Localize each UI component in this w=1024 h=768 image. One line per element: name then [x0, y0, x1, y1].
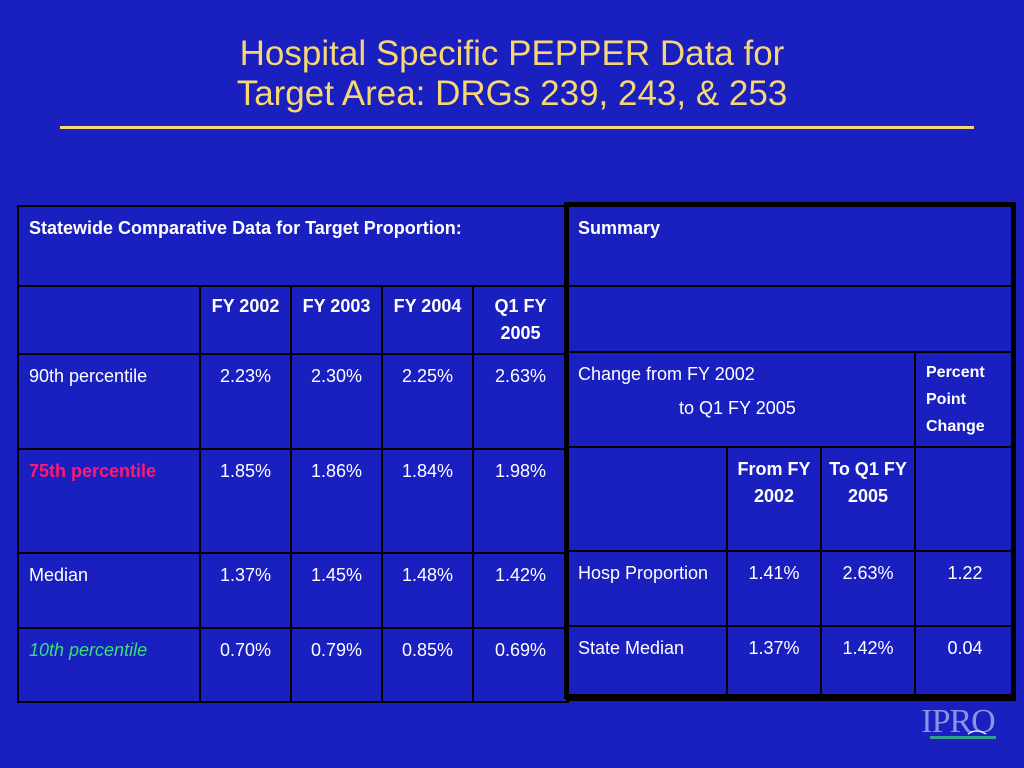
table-cell: 0.69%	[471, 627, 570, 703]
empty-summary-cell	[913, 446, 1017, 552]
row-label-median: Median	[17, 552, 201, 629]
table-row: Hosp Proportion 1.41% 2.63% 1.22	[566, 550, 1017, 627]
empty-summary-cell	[566, 446, 728, 552]
table-cell: 0.04	[913, 625, 1017, 701]
table-cell: 2.25%	[381, 353, 474, 450]
table-cell: 2.30%	[290, 353, 383, 450]
table-cell: 2.23%	[199, 353, 292, 450]
table-cell: 1.41%	[726, 550, 822, 627]
table-row: 75th percentile 1.85% 1.86% 1.84% 1.98%	[17, 448, 570, 554]
slide-title: Hospital Specific PEPPER Data for Target…	[0, 34, 1024, 114]
logo-swoosh	[967, 730, 987, 735]
change-label-cell: Change from FY 2002 to Q1 FY 2005	[566, 351, 916, 448]
table-row: 90th percentile 2.23% 2.30% 2.25% 2.63%	[17, 353, 570, 450]
row-label-90th: 90th percentile	[17, 353, 201, 450]
from-fy-2002-header: From FY 2002	[726, 446, 822, 552]
table-cell: 1.37%	[726, 625, 822, 701]
table-cell: 2.63%	[471, 353, 570, 450]
title-line-1: Hospital Specific PEPPER Data for	[239, 34, 785, 73]
statewide-data-table: Statewide Comparative Data for Target Pr…	[16, 205, 570, 703]
logo-underline	[930, 736, 996, 739]
table-cell: 1.22	[913, 550, 1017, 627]
change-label-line-1: Change from FY 2002	[578, 364, 755, 384]
summary-table: Summary Change from FY 2002 to Q1 FY 200…	[565, 205, 1017, 701]
percent-point-change-header: Percent Point Change	[913, 351, 1017, 448]
title-line-2: Target Area: DRGs 239, 243, & 253	[236, 74, 788, 113]
table-cell: 2.63%	[820, 550, 916, 627]
table-row: Median 1.37% 1.45% 1.48% 1.42%	[17, 552, 570, 629]
table-cell: 1.37%	[199, 552, 292, 629]
empty-summary-cell	[565, 285, 1017, 353]
table-cell: 1.84%	[381, 448, 474, 554]
ipro-logo: IPRO	[921, 704, 996, 740]
table-cell: 1.98%	[471, 448, 570, 554]
row-label-75th: 75th percentile	[17, 448, 201, 554]
table-cell: 0.79%	[290, 627, 383, 703]
table-cell: 1.42%	[820, 625, 916, 701]
table-cell: 1.48%	[381, 552, 474, 629]
table-cell: 1.42%	[471, 552, 570, 629]
column-header: FY 2003	[290, 285, 383, 355]
change-label-line-2: to Q1 FY 2005	[679, 398, 796, 418]
row-label-hosp-proportion: Hosp Proportion	[566, 550, 728, 627]
title-underline	[60, 126, 974, 129]
table-cell: 1.85%	[199, 448, 292, 554]
row-label-10th: 10th percentile	[17, 627, 201, 703]
summary-heading: Summary	[565, 205, 1017, 287]
table-cell: 1.45%	[290, 552, 383, 629]
table-cell: 0.85%	[381, 627, 474, 703]
row-label-state-median: State Median	[566, 625, 728, 701]
logo-text: IPRO	[921, 704, 995, 740]
column-header: FY 2002	[199, 285, 292, 355]
empty-header-cell	[17, 285, 201, 355]
table-cell: 0.70%	[199, 627, 292, 703]
to-q1-fy-2005-header: To Q1 FY 2005	[820, 446, 916, 552]
table-row: 10th percentile 0.70% 0.79% 0.85% 0.69%	[17, 627, 570, 703]
column-header: Q1 FY 2005	[471, 285, 570, 355]
column-header: FY 2004	[381, 285, 474, 355]
statewide-heading: Statewide Comparative Data for Target Pr…	[16, 205, 570, 287]
table-cell: 1.86%	[290, 448, 383, 554]
table-row: State Median 1.37% 1.42% 0.04	[566, 625, 1017, 701]
